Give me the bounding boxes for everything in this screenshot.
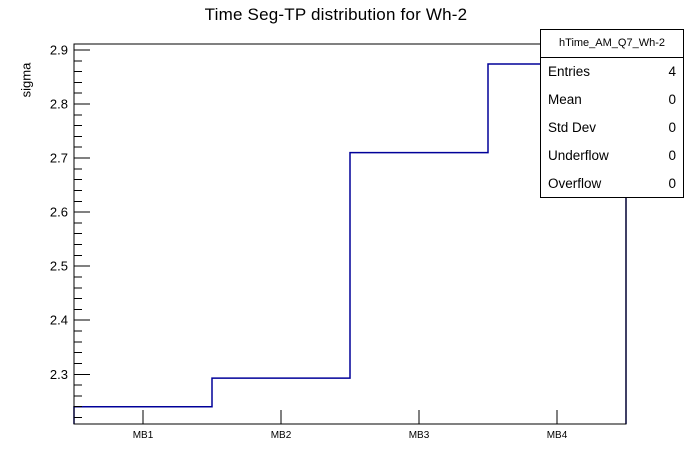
x-tick-label: MB2 bbox=[271, 430, 292, 441]
y-tick-label: 2.9 bbox=[50, 42, 68, 57]
stats-value: 0 bbox=[668, 119, 676, 135]
stats-label: Mean bbox=[548, 92, 582, 108]
stats-row: Entries 4 bbox=[541, 58, 683, 86]
stats-row: Mean 0 bbox=[541, 86, 683, 114]
y-tick-label: 2.4 bbox=[50, 313, 68, 328]
stats-label: Std Dev bbox=[548, 119, 597, 135]
y-tick-label: 2.6 bbox=[50, 205, 68, 220]
y-tick-label: 2.8 bbox=[50, 97, 68, 112]
chart-title: Time Seg-TP distribution for Wh-2 bbox=[204, 5, 468, 24]
y-axis-title: sigma bbox=[18, 62, 34, 98]
stats-box-rows: Entries 4 Mean 0 Std Dev 0 Underflow 0 O… bbox=[541, 58, 683, 197]
stats-label: Overflow bbox=[548, 175, 602, 191]
y-tick-label: 2.7 bbox=[50, 151, 68, 166]
x-tick-label: MB3 bbox=[409, 430, 430, 441]
stats-row: Overflow 0 bbox=[541, 169, 683, 197]
stats-box: hTime_AM_Q7_Wh-2 Entries 4 Mean 0 Std De… bbox=[540, 29, 684, 198]
stats-value: 0 bbox=[668, 92, 676, 108]
stats-box-title: hTime_AM_Q7_Wh-2 bbox=[541, 30, 683, 58]
stats-value: 0 bbox=[668, 147, 676, 163]
stats-row: Std Dev 0 bbox=[541, 114, 683, 142]
stats-value: 4 bbox=[668, 64, 676, 80]
stats-value: 0 bbox=[668, 175, 676, 191]
stats-label: Underflow bbox=[548, 147, 609, 163]
stats-label: Entries bbox=[548, 64, 591, 80]
y-tick-label: 2.3 bbox=[50, 367, 68, 382]
y-tick-label: 2.5 bbox=[50, 259, 68, 274]
x-tick-label: MB1 bbox=[133, 430, 154, 441]
stats-row: Underflow 0 bbox=[541, 141, 683, 169]
x-tick-label: MB4 bbox=[547, 430, 568, 441]
